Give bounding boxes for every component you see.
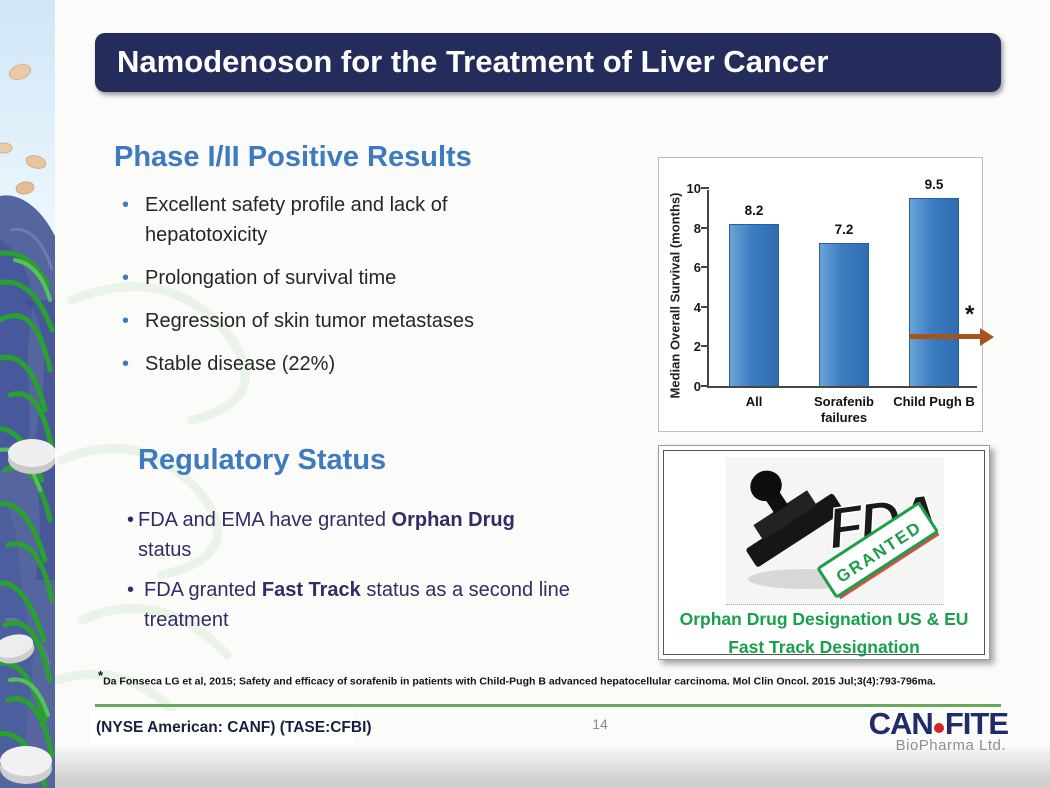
fda-stamp-icon: FDA GRANTED xyxy=(746,470,940,600)
bullet-text: Excellent safety profile and lack of hep… xyxy=(145,194,448,246)
y-tick-mark xyxy=(701,266,709,269)
bullet-icon: • xyxy=(122,310,130,332)
list-item: • FDA granted Fast Track status as a sec… xyxy=(127,575,619,635)
logo-part1: CAN xyxy=(868,706,934,741)
bullet-text: Prolongation of survival time xyxy=(145,267,397,289)
falling-pills-icon xyxy=(0,63,47,195)
orphan-drug-caption: Orphan Drug Designation US & EU xyxy=(679,609,969,629)
x-category-label: All xyxy=(745,394,763,409)
list-item: • Stable disease (22%) xyxy=(122,349,525,379)
bar-sorafenib-failures xyxy=(819,243,869,386)
page-number: 14 xyxy=(592,716,608,732)
regulatory-bullet-list: • FDA and EMA have granted Orphan Drug s… xyxy=(127,505,619,645)
bar-child-pugh-b xyxy=(909,197,959,386)
bullet-text: Regression of skin tumor metastases xyxy=(145,310,475,332)
y-tick-label: 2 xyxy=(693,339,701,355)
fda-granted-stamp-image: FDA GRANTED xyxy=(726,457,944,605)
footnote-marker: * xyxy=(98,668,104,683)
annotation-arrow xyxy=(909,333,981,339)
y-tick-mark xyxy=(701,345,709,348)
bullet-icon: • xyxy=(122,267,130,289)
y-tick-mark xyxy=(701,226,709,229)
y-tick-mark xyxy=(701,385,709,387)
y-tick-label: 0 xyxy=(693,379,701,394)
bullet-icon: • xyxy=(122,353,130,375)
bar-value-label: 9.5 xyxy=(924,176,944,192)
y-tick-mark xyxy=(701,187,709,189)
x-category-label: Sorafenib failures xyxy=(814,394,874,426)
bar-value-label: 7.2 xyxy=(834,222,854,238)
footer-divider xyxy=(95,704,1001,707)
survival-bar-chart: Median Overall Survival (months) 0 2 4 6 8 10… xyxy=(658,157,994,432)
fast-track-caption: Fast Track Designation xyxy=(728,637,920,657)
stock-ticker: (NYSE American: CANF) (TASE:CFBI) xyxy=(90,711,372,744)
canfite-logo: CAN FITE BioPharma Ltd. xyxy=(853,706,1009,754)
logo-subtitle: BioPharma Ltd. xyxy=(895,737,1006,754)
leaf-watermark xyxy=(52,282,250,715)
fda-designation-panel: FDA GRANTED Orphan Drug Designation US &… xyxy=(658,445,990,660)
white-pills-icon xyxy=(0,439,55,784)
bullet-text: FDA granted Fast Track status as a secon… xyxy=(144,579,570,631)
annotation-arrowhead xyxy=(980,327,994,346)
list-item: • Prolongation of survival time xyxy=(122,263,525,293)
bullet-icon: • xyxy=(127,579,135,601)
bullet-icon: • xyxy=(122,194,130,216)
sidebar-artwork xyxy=(0,0,55,788)
bullet-icon: • xyxy=(127,509,135,531)
phase-bullet-list: • Excellent safety profile and lack of h… xyxy=(122,190,525,392)
chart-plot: 0 2 4 6 8 10 8.2 All 7.2 Sorafenib failures 9.5 Chi… xyxy=(687,177,994,425)
bar-value-label: 8.2 xyxy=(744,202,764,218)
bullet-text: Stable disease (22%) xyxy=(145,353,336,375)
bar-all xyxy=(729,223,779,386)
slide-title: Namodenoson for the Treatment of Liver C… xyxy=(95,33,1001,92)
list-item: • FDA and EMA have granted Orphan Drug s… xyxy=(127,505,619,565)
y-tick-label: 8 xyxy=(693,220,701,236)
bottom-gradient xyxy=(0,744,1050,788)
asterisk-annotation: * xyxy=(965,300,975,328)
phase-results-heading: Phase I/II Positive Results xyxy=(114,141,472,173)
list-item: • Excellent safety profile and lack of h… xyxy=(122,190,525,250)
list-item: • Regression of skin tumor metastases xyxy=(122,306,525,336)
logo-dot-icon xyxy=(933,722,944,733)
y-tick-label: 4 xyxy=(693,299,701,315)
citation-footnote: *Da Fonseca LG et al, 2015; Safety and e… xyxy=(98,668,978,688)
regulatory-status-heading: Regulatory Status xyxy=(138,444,387,476)
y-tick-mark xyxy=(701,305,709,308)
bullet-text: FDA and EMA have granted Orphan Drug sta… xyxy=(138,509,515,561)
footnote-text: Da Fonseca LG et al, 2015; Safety and ef… xyxy=(103,675,936,688)
logo-part2: FITE xyxy=(944,706,1009,741)
panel-frame: FDA GRANTED Orphan Drug Designation US &… xyxy=(663,450,985,657)
x-category-label: Child Pugh B xyxy=(893,394,975,409)
stamp-handle-icon xyxy=(746,470,844,567)
y-tick-label: 6 xyxy=(693,260,701,276)
logo-wordmark: CAN FITE xyxy=(853,706,1009,741)
y-tick-label: 10 xyxy=(686,181,701,196)
ticker-text: (NYSE American: CANF) (TASE:CFBI) xyxy=(96,719,372,736)
